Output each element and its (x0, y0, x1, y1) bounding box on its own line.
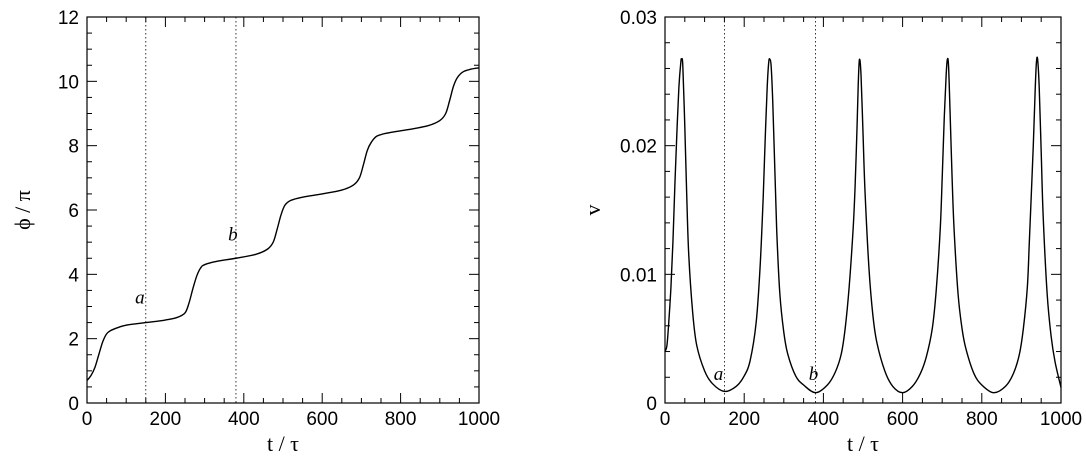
annotation-label: a (135, 287, 145, 308)
y-tick-label: 12 (58, 8, 79, 29)
series-line (86, 67, 480, 381)
y-axis-label: ϕ / π (10, 190, 35, 230)
y-tick-label: 0 (646, 394, 657, 415)
x-axis-label: t / τ (267, 431, 299, 456)
x-tick-label: 1000 (1040, 409, 1082, 430)
y-tick-label: 0.03 (620, 8, 657, 29)
y-tick-label: 8 (68, 137, 79, 158)
x-tick-label: 400 (808, 409, 840, 430)
annotation-label: b (228, 225, 238, 246)
x-tick-label: 400 (228, 409, 260, 430)
x-tick-label: 600 (306, 409, 338, 430)
x-tick-label: 800 (385, 409, 417, 430)
x-tick-label: 800 (966, 409, 998, 430)
series-line (664, 56, 1062, 394)
x-tick-label: 0 (82, 409, 93, 430)
x-tick-label: 600 (887, 409, 919, 430)
y-axis-label: v (580, 205, 605, 216)
y-tick-label: 2 (68, 330, 79, 351)
phase-plot-panel: 0 200 400 600 800 1000 0 2 4 6 8 10 12 t / τ ϕ / π a b (10, 8, 500, 456)
y-tick-label: 0.02 (620, 137, 657, 158)
y-tick-label: 6 (68, 201, 79, 222)
x-tick-label: 200 (150, 409, 182, 430)
x-axis-label: t / τ (847, 431, 879, 456)
y-tick-label: 0.01 (620, 265, 657, 286)
x-tick-label: 200 (728, 409, 760, 430)
y-tick-label: 0 (68, 394, 79, 415)
y-tick-label: 10 (58, 72, 79, 93)
velocity-plot-panel: 0 200 400 600 800 1000 0 0.01 0.02 0.03 t / τ v a b (580, 8, 1082, 456)
annotation-label: b (809, 364, 819, 385)
x-tick-label: 0 (660, 409, 671, 430)
annotation-label: a (714, 364, 724, 385)
y-tick-label: 4 (68, 265, 79, 286)
x-tick-label: 1000 (458, 409, 500, 430)
